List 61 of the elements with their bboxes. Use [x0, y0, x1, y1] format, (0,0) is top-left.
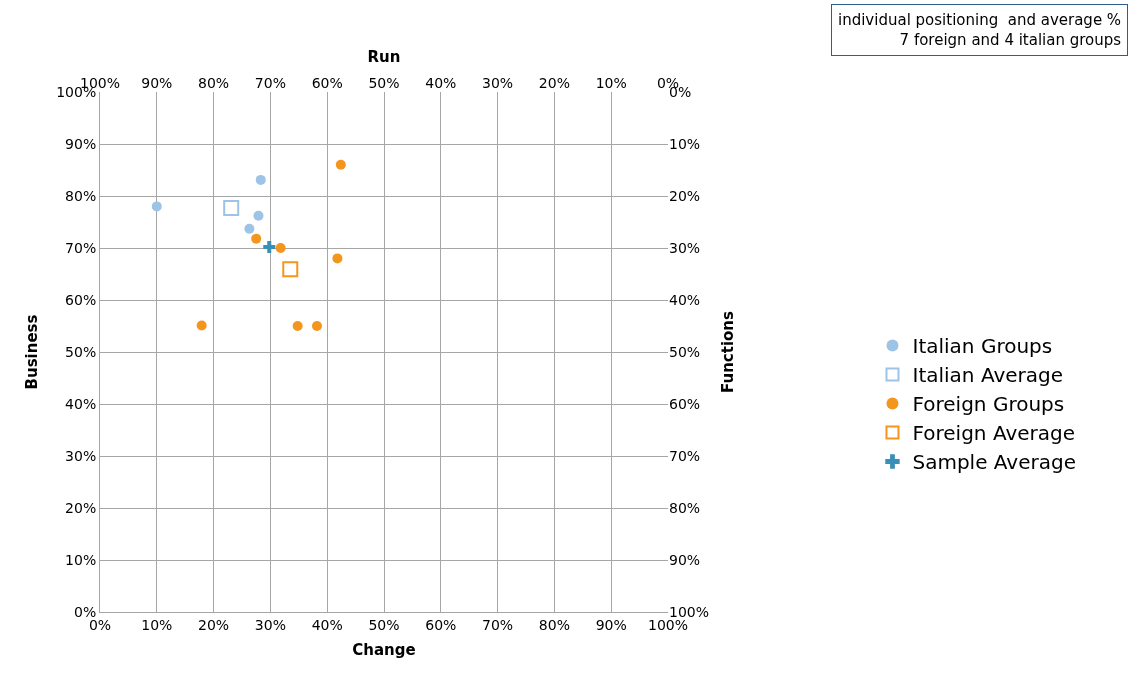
y-tick-label: 40%: [65, 395, 97, 412]
y2-tick-label: 30%: [669, 239, 701, 256]
y-tick-label: 80%: [65, 187, 97, 204]
point: [253, 210, 264, 221]
x-tick-label: 20%: [198, 616, 230, 633]
y-tick-label: 10%: [65, 551, 97, 568]
y2-tick-label: 10%: [669, 135, 701, 152]
x2-tick-label: 60%: [311, 75, 343, 92]
point: [332, 253, 343, 264]
legend-label: Foreign Groups: [912, 392, 1065, 417]
legend-label: Sample Average: [912, 450, 1076, 475]
y-axis-title: Business: [23, 314, 42, 390]
point: [335, 159, 346, 170]
y-tick-label: 50%: [65, 343, 97, 360]
x2-tick-label: 10%: [595, 75, 627, 92]
text: 7 foreign and 4 italian groups: [899, 30, 1122, 49]
point: [251, 233, 262, 244]
y2-tick-label: 80%: [669, 499, 701, 516]
point: [311, 321, 322, 331]
x-tick-label: 80%: [538, 616, 570, 633]
x-tick-label: 30%: [254, 616, 286, 633]
legend-label: Italian Groups: [912, 334, 1053, 359]
x2-tick-label: 40%: [425, 75, 457, 92]
x2-tick-label: 70%: [254, 75, 286, 92]
x-tick-label: 10%: [141, 616, 173, 633]
y-tick-label: 70%: [65, 239, 97, 256]
y2-tick-label: 50%: [669, 343, 701, 360]
point: [292, 321, 303, 331]
y2-axis-title: Functions: [719, 310, 738, 393]
x2-tick-label: 90%: [141, 75, 173, 92]
point: [282, 261, 299, 278]
y2-tick-label: 90%: [669, 551, 701, 568]
legend-label: Italian Average: [912, 363, 1064, 388]
y-tick-label: 20%: [65, 499, 97, 516]
x2-tick-label: 80%: [198, 75, 230, 92]
point: [223, 199, 240, 216]
x-tick-label: 90%: [595, 616, 627, 633]
x2-tick-label: 30%: [482, 75, 514, 92]
point: [255, 174, 266, 185]
legend-label: Foreign Average: [912, 421, 1076, 446]
x2-tick-label: 20%: [538, 75, 570, 92]
x2-tick-label: 50%: [368, 75, 400, 92]
y2-tick-label: 40%: [669, 291, 701, 308]
x-tick-label: 50%: [368, 616, 400, 633]
y-tick-label: 90%: [65, 135, 97, 152]
x2-axis-title: Run: [367, 48, 401, 67]
y-tick-label: 60%: [65, 291, 97, 308]
x-tick-label: 60%: [425, 616, 457, 633]
y2-tick-label: 60%: [669, 395, 701, 412]
point: [275, 243, 286, 253]
x-axis-title: Change: [352, 640, 416, 659]
point: [151, 201, 162, 212]
x-tick-label: 40%: [311, 616, 343, 633]
point: [196, 320, 207, 331]
point: [244, 223, 255, 234]
y2-tick-label: 70%: [669, 447, 701, 464]
text: individual positioning and average %: [838, 11, 1122, 29]
point: [263, 240, 276, 253]
x-tick-label: 70%: [482, 616, 514, 633]
y2-tick-label: 20%: [669, 187, 701, 204]
y-tick-label: 30%: [65, 447, 97, 464]
